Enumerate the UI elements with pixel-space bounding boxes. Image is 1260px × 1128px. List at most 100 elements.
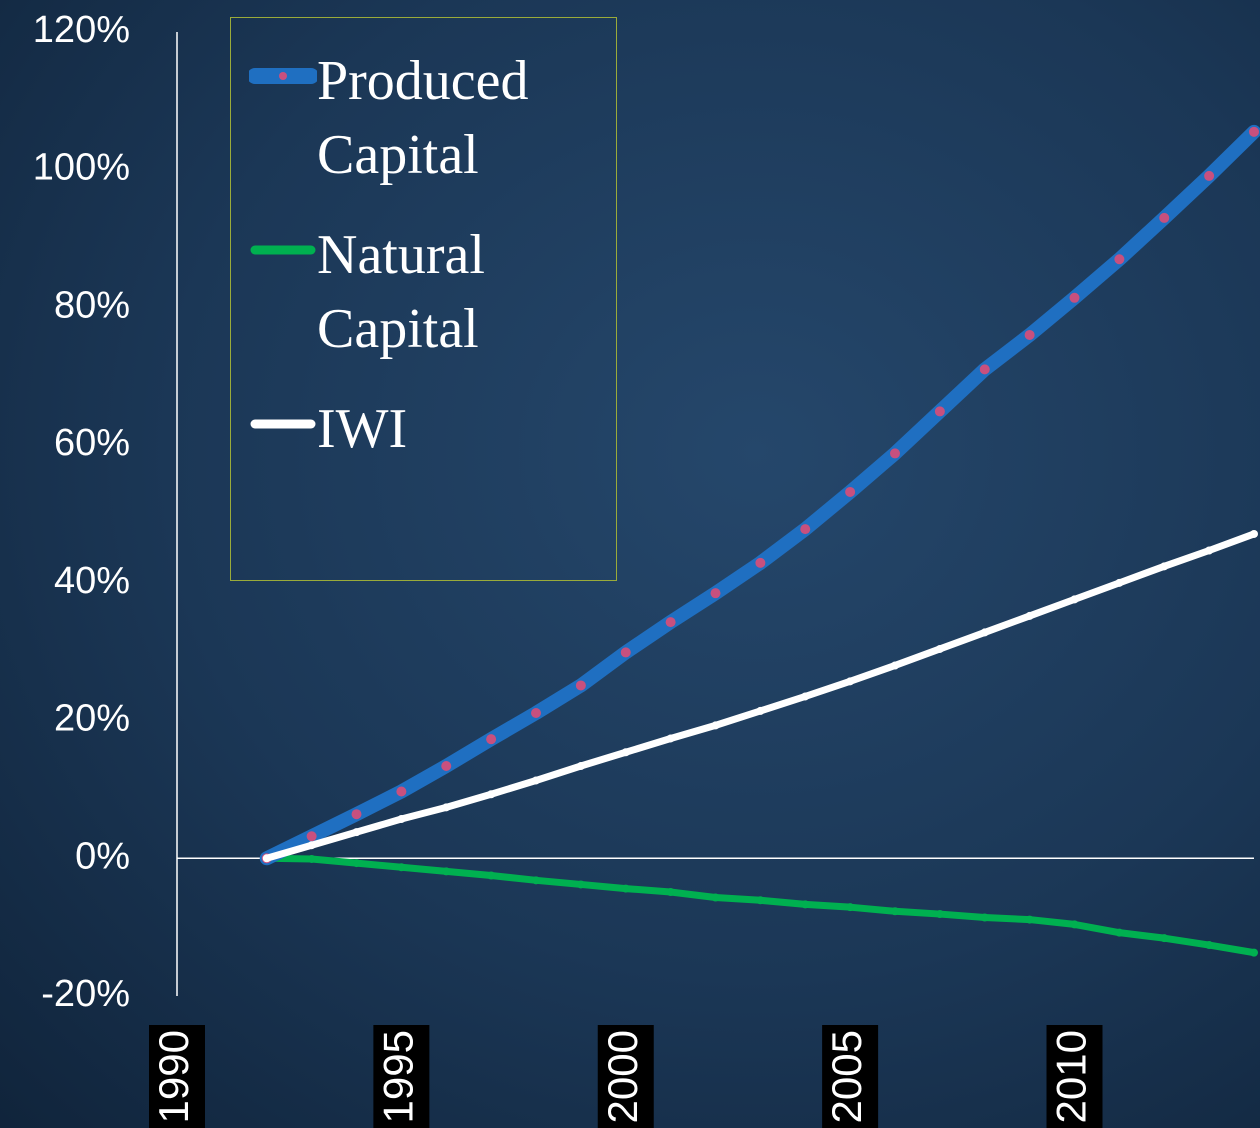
legend-swatch: [250, 245, 316, 255]
x-tick-label: 2005: [823, 1030, 870, 1123]
data-point: [1159, 212, 1170, 223]
x-tick-label: 1995: [374, 1030, 421, 1123]
data-point: [980, 913, 989, 922]
data-point: [665, 617, 676, 628]
data-point: [846, 903, 855, 912]
data-point: [710, 588, 721, 599]
x-tick-box: [597, 1025, 654, 1128]
data-point: [1204, 170, 1215, 181]
data-point: [620, 647, 631, 658]
data-point: [1160, 934, 1169, 943]
data-point: [396, 786, 407, 797]
data-point: [307, 854, 316, 863]
x-tick-box: [1046, 1025, 1103, 1128]
data-point: [575, 680, 586, 691]
data-point: [532, 776, 540, 785]
data-point: [1025, 611, 1034, 620]
data-point: [576, 762, 585, 771]
data-point: [935, 910, 944, 919]
x-tick-label: 1990: [150, 1030, 197, 1123]
legend-entry: IWI: [231, 392, 616, 466]
legend: Produced Capital Natural Capital IWI: [230, 17, 617, 581]
data-point: [306, 831, 317, 842]
y-tick-label: 0%: [75, 835, 130, 877]
x-tick-box: [373, 1025, 430, 1128]
data-point: [846, 677, 855, 686]
legend-swatch: [250, 419, 316, 429]
data-point: [934, 406, 945, 417]
data-point: [1070, 595, 1079, 604]
data-point: [1250, 948, 1258, 957]
legend-marker: [279, 246, 287, 254]
data-point: [891, 661, 899, 670]
legend-swatch: [249, 68, 317, 84]
data-point: [756, 896, 765, 905]
data-point: [397, 815, 406, 824]
x-tick-label: 2000: [599, 1030, 646, 1123]
data-point: [532, 876, 540, 885]
data-point: [1115, 928, 1124, 937]
data-point: [1115, 578, 1124, 587]
data-point: [755, 557, 766, 568]
data-point: [487, 790, 496, 799]
data-point: [1205, 546, 1214, 555]
data-point: [666, 734, 675, 743]
x-tick-label: 2010: [1048, 1030, 1095, 1123]
data-point: [307, 841, 316, 850]
data-point: [351, 809, 362, 820]
y-tick-label: 100%: [33, 147, 130, 189]
data-point: [891, 907, 899, 916]
data-point: [1249, 126, 1259, 137]
x-tick-box: [822, 1025, 879, 1128]
legend-entry: Produced Capital: [231, 44, 616, 192]
data-point: [801, 900, 810, 909]
data-point: [890, 448, 900, 459]
data-point: [756, 706, 765, 715]
data-point: [1024, 329, 1035, 340]
data-point: [1069, 292, 1080, 303]
legend-label: Natural Capital: [317, 224, 485, 360]
series-line: [263, 854, 1258, 957]
data-point: [621, 748, 630, 757]
data-point: [711, 721, 720, 730]
data-point: [352, 859, 361, 868]
data-point: [1160, 562, 1169, 571]
data-point: [711, 893, 720, 902]
data-point: [1114, 254, 1125, 265]
legend-marker: [279, 72, 287, 80]
legend-label: IWI: [317, 398, 408, 460]
series-line: [263, 530, 1258, 862]
data-point: [1025, 915, 1034, 924]
data-point: [531, 707, 541, 718]
data-point: [800, 524, 811, 535]
y-tick-label: 40%: [54, 560, 130, 602]
y-tick-label: 60%: [54, 422, 130, 464]
data-point: [980, 628, 989, 637]
y-tick-label: 20%: [54, 698, 130, 740]
data-point: [442, 867, 451, 876]
data-point: [442, 803, 451, 812]
y-tick-label: 80%: [54, 284, 130, 326]
data-point: [262, 854, 271, 863]
y-tick-label: 120%: [33, 9, 130, 51]
y-tick-label: -20%: [41, 973, 130, 1015]
legend-marker: [279, 420, 287, 428]
data-point: [486, 734, 497, 745]
data-point: [666, 888, 675, 897]
data-point: [935, 644, 944, 653]
data-point: [801, 692, 810, 701]
x-tick-box: [149, 1025, 205, 1128]
data-point: [441, 761, 452, 772]
data-point: [1205, 941, 1214, 950]
data-point: [979, 364, 990, 375]
data-point: [845, 486, 856, 497]
data-point: [621, 884, 630, 893]
legend-label: Produced Capital: [317, 50, 529, 186]
data-point: [576, 880, 585, 889]
data-point: [352, 828, 361, 837]
legend-entry: Natural Capital: [231, 218, 616, 366]
data-point: [487, 871, 496, 880]
data-point: [397, 863, 406, 872]
